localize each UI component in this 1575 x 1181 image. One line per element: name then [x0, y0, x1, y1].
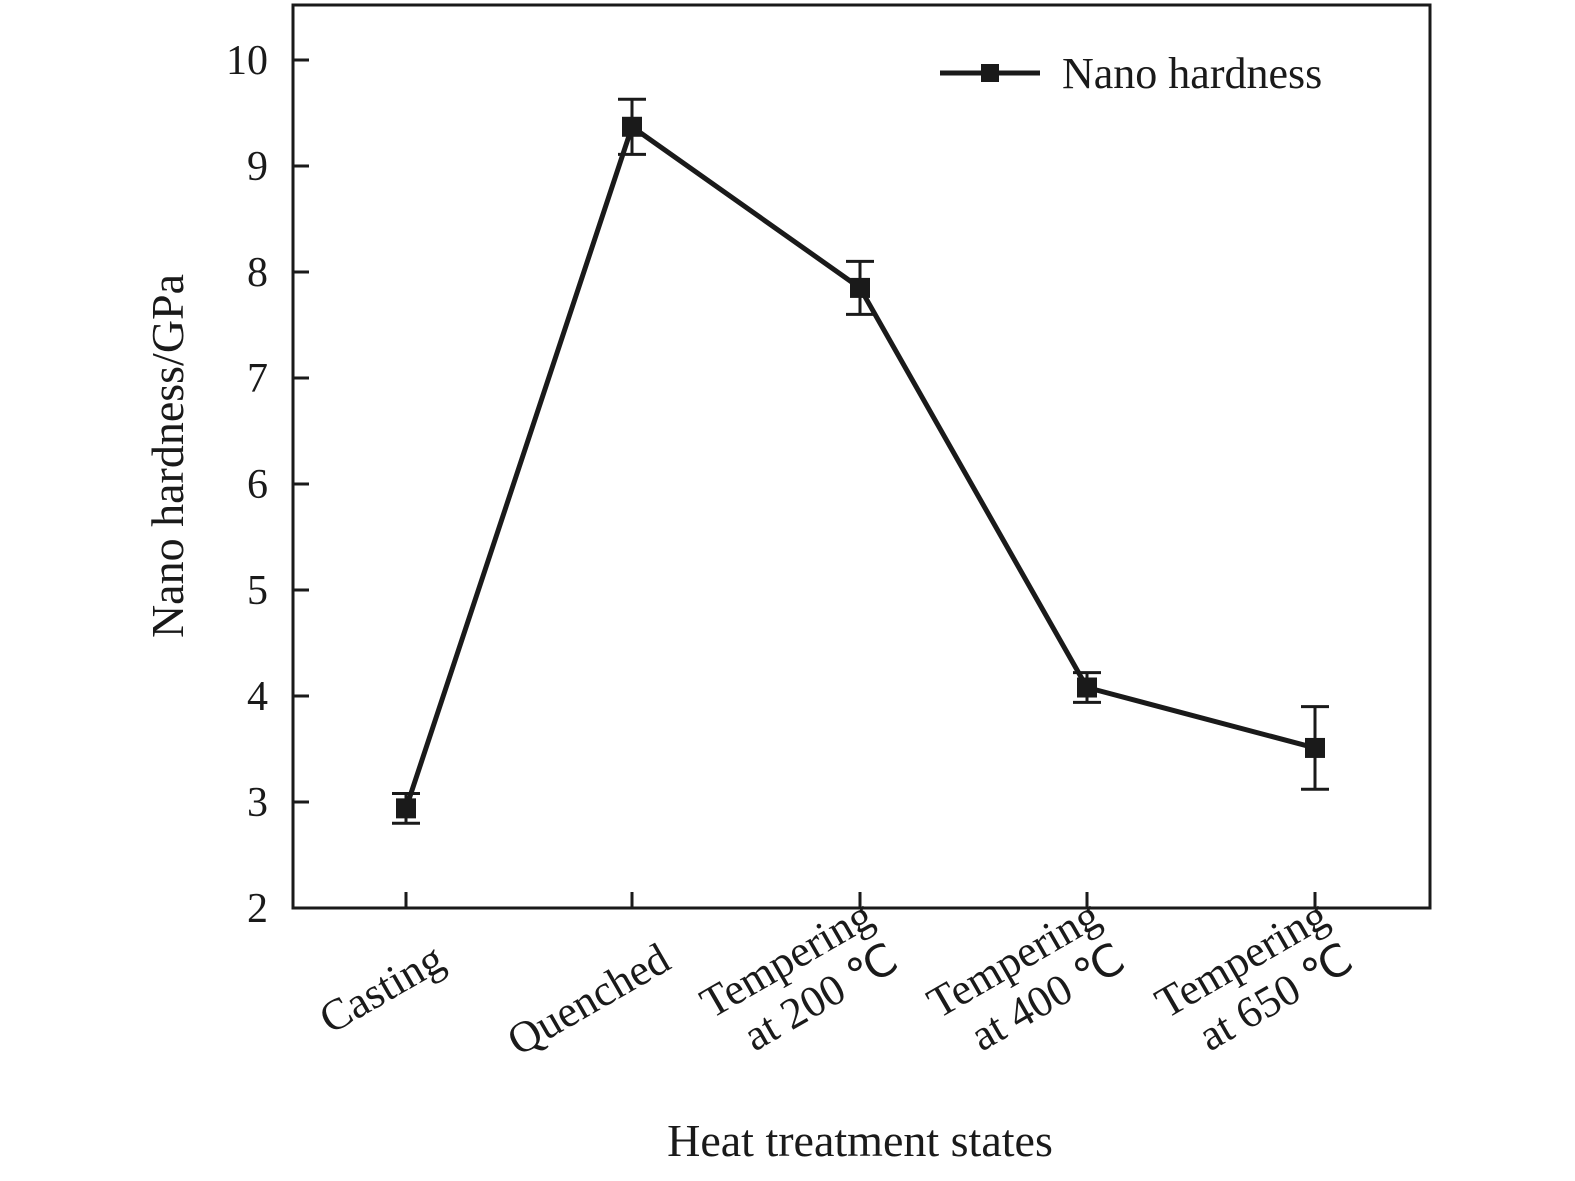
data-point	[1077, 677, 1097, 698]
y-tick-label: 5	[247, 568, 268, 614]
plot-frame	[291, 3, 1432, 910]
y-axis: 2 3 4 5 6 7 8 9 10	[226, 38, 309, 932]
data-point	[396, 798, 416, 819]
data-point	[622, 116, 642, 137]
y-tick-label: 4	[247, 674, 268, 720]
legend-label: Nano hardness	[1062, 49, 1322, 98]
y-tick-label: 9	[247, 144, 268, 190]
y-tick-label: 6	[247, 462, 268, 508]
y-tick-label: 3	[247, 780, 268, 826]
legend-marker	[981, 64, 999, 82]
y-tick-label: 2	[247, 886, 268, 932]
x-tick-label: Quenched	[499, 934, 678, 1066]
y-tick-label: 7	[247, 356, 268, 402]
series-line	[403, 124, 1316, 810]
data-point	[850, 277, 870, 298]
x-tick-label: Casting	[311, 934, 452, 1044]
x-axis-title: Heat treatment states	[667, 1115, 1053, 1166]
x-tick-label-group: Casting	[311, 934, 452, 1044]
data-point	[1305, 737, 1325, 758]
legend: Nano hardness	[940, 49, 1322, 98]
x-tick-label-group: Quenched	[499, 934, 678, 1066]
series-group	[392, 97, 1329, 825]
y-axis-title: Nano hardness/GPa	[142, 274, 193, 638]
y-tick-label: 10	[226, 38, 268, 84]
y-tick-label: 8	[247, 250, 268, 296]
